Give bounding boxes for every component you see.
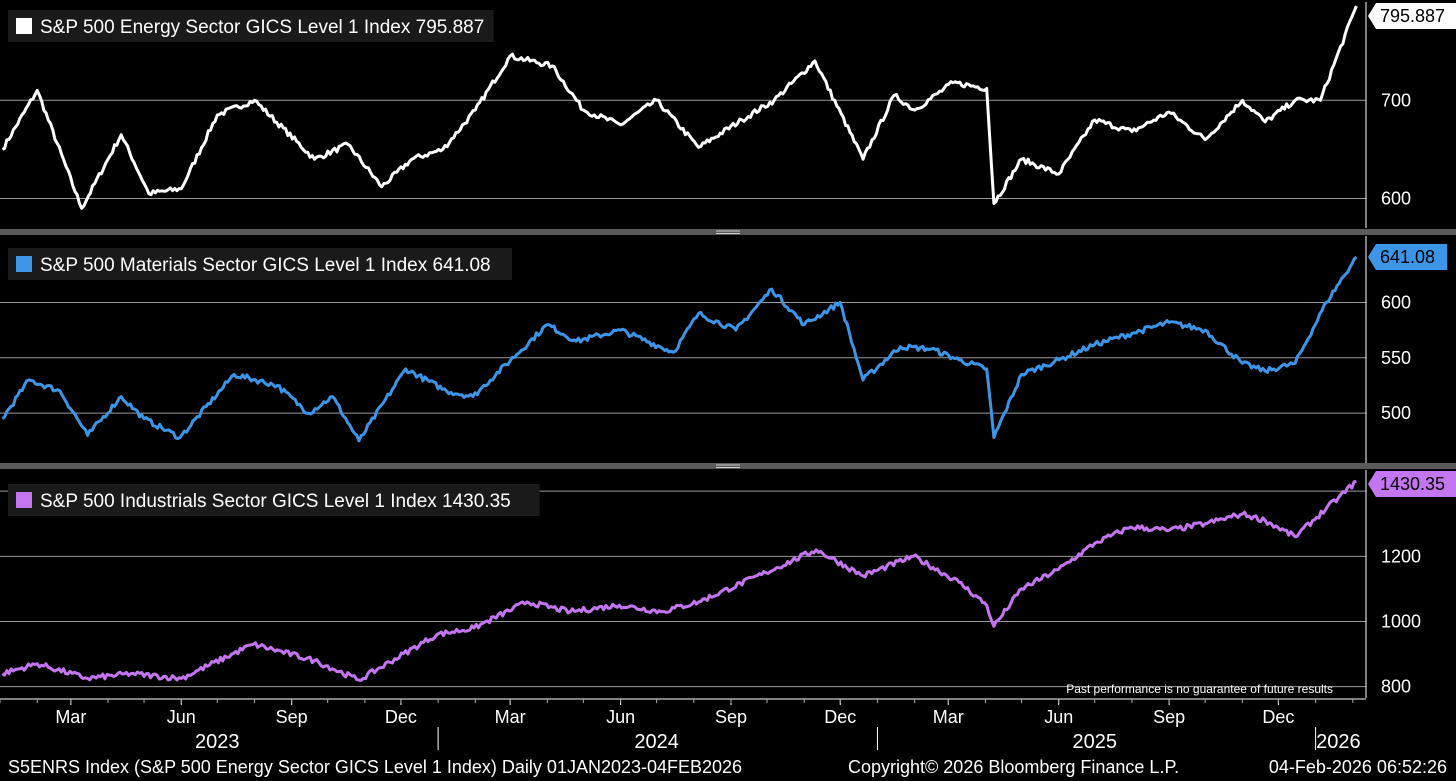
series-line (1, 479, 1357, 682)
last-value-tag (1368, 471, 1456, 497)
last-value-tag (1368, 3, 1456, 29)
last-value-tag (1368, 243, 1448, 270)
frame-layer (0, 2, 1456, 698)
x-tick-label: Jun (167, 707, 196, 727)
legend-swatch (16, 256, 32, 272)
last-value-label: 795.887 (1380, 6, 1445, 26)
x-tick-label: Sep (276, 707, 308, 727)
y-tick-label: 1200 (1381, 546, 1421, 566)
disclaimer-text: Past performance is no guarantee of futu… (1066, 682, 1333, 696)
year-label: 2023 (195, 731, 240, 753)
legend-layer: S&P 500 Energy Sector GICS Level 1 Index… (8, 10, 540, 516)
year-label: 2026 (1316, 731, 1361, 753)
legend-swatch (16, 18, 32, 34)
legend-label: S&P 500 Materials Sector GICS Level 1 In… (40, 255, 491, 276)
x-tick-label: Dec (385, 707, 417, 727)
year-label: 2025 (1072, 731, 1117, 753)
x-tick-label: Dec (1262, 707, 1294, 727)
legend-label: S&P 500 Industrials Sector GICS Level 1 … (40, 491, 511, 512)
x-tick-label: Dec (824, 707, 856, 727)
footer-timestamp: 04-Feb-2026 06:52:26 (1269, 757, 1447, 777)
y-tick-label: 500 (1381, 403, 1411, 423)
footer-copyright: Copyright© 2026 Bloomberg Finance L.P. (848, 757, 1179, 777)
y-tick-label: 700 (1381, 90, 1411, 110)
y-tick-label: 600 (1381, 292, 1411, 312)
legend-box (8, 248, 512, 280)
y-tick-label: 550 (1381, 348, 1411, 368)
x-tick-label: Sep (1153, 707, 1185, 727)
x-tick-label: Sep (715, 707, 747, 727)
footer-source: S5ENRS Index (S&P 500 Energy Sector GICS… (8, 757, 742, 777)
x-tick-label: Mar (495, 707, 526, 727)
series-layer (1, 5, 1358, 682)
y-tick-label: 1000 (1381, 611, 1421, 631)
legend-label: S&P 500 Energy Sector GICS Level 1 Index… (40, 17, 484, 38)
legend-swatch (16, 492, 32, 508)
axis-layer: 600 700 795.887 500 550 600 641.08 800 1000 1200 1… (0, 3, 1456, 753)
legend-box (8, 484, 540, 516)
last-value-label: 641.08 (1380, 247, 1435, 267)
y-tick-label: 800 (1381, 677, 1411, 697)
last-value-label: 1430.35 (1380, 474, 1445, 494)
panel-divider (0, 229, 1456, 235)
series-line (1, 255, 1358, 443)
x-tick-label: Jun (1044, 707, 1073, 727)
panel-divider (0, 463, 1456, 469)
legend-box (8, 10, 494, 42)
x-tick-label: Mar (55, 707, 86, 727)
year-label: 2024 (634, 731, 679, 753)
series-line (1, 5, 1358, 210)
x-tick-label: Jun (606, 707, 635, 727)
x-tick-label: Mar (933, 707, 964, 727)
y-tick-label: 600 (1381, 189, 1411, 209)
